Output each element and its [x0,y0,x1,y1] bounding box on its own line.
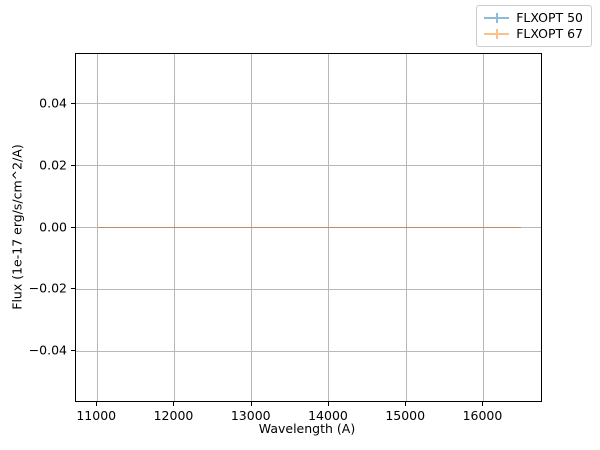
x-tick-label: 16000 [462,408,503,423]
y-tick-mark [71,350,75,352]
y-tick-mark [71,102,75,104]
y-gridline [76,165,541,167]
legend-label: FLXOPT 67 [516,26,583,41]
x-tick-label: 13000 [230,408,271,423]
x-tick-label: 14000 [308,408,348,423]
y-gridline [76,350,541,352]
y-tick-mark [71,164,75,166]
x-tick-mark [482,402,484,406]
legend-label: FLXOPT 50 [516,10,583,25]
errorbar-vline-icon [495,13,498,23]
y-tick-mark [71,226,75,228]
x-tick-label: 12000 [153,408,194,423]
errorbar-marker-icon [484,11,510,25]
y-tick-label: −0.02 [28,280,67,296]
y-tick-label: 0.04 [39,95,67,111]
errorbar-vline-icon [495,29,498,39]
x-tick-mark [405,402,407,406]
x-tick-mark [327,402,329,406]
y-tick-label: 0.00 [39,219,67,234]
y-gridline [76,103,541,105]
errorbar-marker-icon [484,27,510,41]
y-tick-mark [71,288,75,290]
y-tick-label: 0.02 [39,157,67,173]
legend-entry-flxopt-67: FLXOPT 67 [484,26,583,42]
legend-entry-flxopt-50: FLXOPT 50 [484,10,583,26]
plot-area [75,53,542,402]
legend: FLXOPT 50 FLXOPT 67 [476,5,592,47]
x-tick-mark [250,402,252,406]
x-tick-mark [173,402,175,406]
x-tick-mark [96,402,98,406]
y-gridline [76,288,541,290]
x-tick-label: 11000 [76,408,117,423]
x-tick-label: 15000 [385,408,426,423]
y-tick-label: −0.04 [28,342,67,358]
x-axis-label: Wavelength (A) [258,421,356,436]
series-line-flxopt-67 [97,226,521,229]
